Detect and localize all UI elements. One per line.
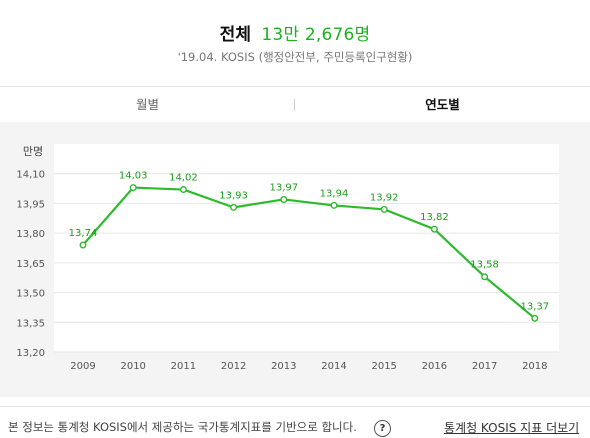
data-label: 13,74 [69,228,98,239]
x-tick-label: 2015 [371,361,396,372]
population-line-chart: 만명 13,20 13,35 13,50 13,65 13,80 13,95 14,10 200… [16,144,559,372]
plot-background [54,144,559,352]
data-point [531,314,539,322]
y-tick-label: 13,20 [16,348,45,359]
data-label: 13,82 [420,212,449,223]
data-label: 14,02 [169,173,198,184]
footer-note: 본 정보는 통계청 KOSIS에서 제공하는 국가통계지표를 기반으로 합니다. [8,420,357,434]
data-label: 13,97 [269,182,298,193]
kosis-more-link[interactable]: 통계청 KOSIS 지표 더보기 [444,421,580,435]
x-tick-label: 2010 [120,361,145,372]
data-label: 13,93 [219,190,248,201]
total-value: 13만 2,676명 [261,25,371,45]
tab-divider [294,99,295,111]
data-label: 13,58 [470,260,499,271]
x-tick-label: 2018 [522,361,547,372]
y-tick-label: 13,80 [16,229,45,240]
data-point [230,203,238,211]
x-tick-label: 2016 [422,361,447,372]
data-point [481,273,489,281]
series-line [82,186,536,320]
data-point [430,225,438,233]
tab-monthly[interactable]: 월별 [135,97,159,112]
period-tabs: 월별 연도별 [0,86,590,124]
y-tick-label: 13,95 [16,199,45,210]
data-point [129,184,137,192]
x-tick-label: 2012 [221,361,246,372]
data-point [330,201,338,209]
chart-area: 만명 13,20 13,35 13,50 13,65 13,80 13,95 14,10 200… [0,122,590,397]
help-icon[interactable]: ? [374,420,391,437]
x-tick-label: 2013 [271,361,296,372]
data-point [280,195,288,203]
total-label: 전체 [219,25,252,45]
data-label: 14,03 [119,171,148,182]
tab-yearly[interactable]: 연도별 [425,97,460,112]
y-axis-unit-label: 만명 [23,145,43,158]
y-tick-label: 14,10 [16,170,45,181]
data-point [79,241,87,249]
data-label: 13,94 [320,188,349,199]
x-tick-label: 2014 [321,361,346,372]
summary-header: 전체 13만 2,676명 '19.04. KOSIS (행정안전부, 주민등록… [0,0,590,86]
footer: 본 정보는 통계청 KOSIS에서 제공하는 국가통계지표를 기반으로 합니다.… [0,406,590,438]
y-tick-label: 13,65 [16,259,45,270]
data-point [179,186,187,194]
y-tick-label: 13,35 [16,318,45,329]
data-label: 13,37 [520,301,549,312]
source-text: '19.04. KOSIS (행정안전부, 주민등록인구현황) [177,50,413,64]
data-label: 13,92 [370,192,399,203]
y-tick-label: 13,50 [16,289,45,300]
x-tick-label: 2011 [171,361,196,372]
total-population: 전체 13만 2,676명 [0,20,590,45]
data-point [380,205,388,213]
x-tick-label: 2017 [472,361,497,372]
x-tick-label: 2009 [70,361,95,372]
